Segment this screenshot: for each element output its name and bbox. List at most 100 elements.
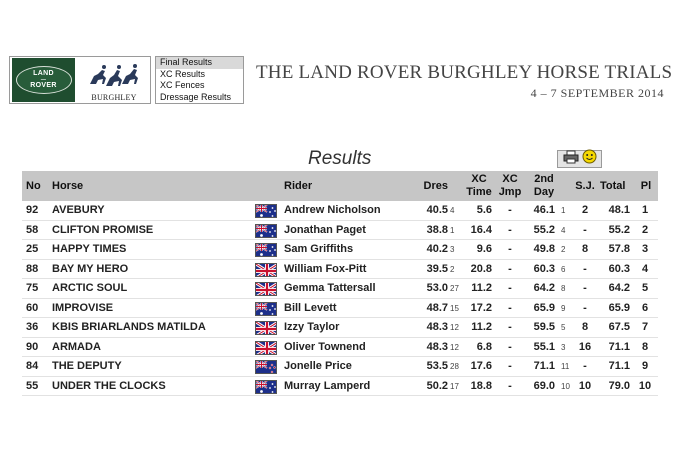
second-day-place: 10 xyxy=(561,381,570,391)
second-day-score: 65.9 xyxy=(533,301,555,314)
flag-aus-icon xyxy=(255,204,277,218)
results-table: No Horse Rider Dres XC Time XC Jmp 2nd Day … xyxy=(22,171,658,396)
final-place: 8 xyxy=(641,340,649,353)
second-day-place: 4 xyxy=(561,225,566,235)
header-pl: Pl xyxy=(640,180,652,192)
dressage-score: 39.5 xyxy=(426,262,448,275)
horse-name: HAPPY TIMES xyxy=(52,243,127,255)
event-title: THE LAND ROVER BURGHLEY HORSE TRIALS xyxy=(256,62,673,83)
show-jumping-penalties: - xyxy=(583,301,587,314)
burghley-logo: BURGHLEY xyxy=(81,58,147,102)
xc-time-penalties: 11.2 xyxy=(471,321,492,333)
xc-jump-penalties: - xyxy=(508,204,512,216)
second-day-score: 71.1 xyxy=(533,360,555,372)
land-rover-logo: LAND — ROVER xyxy=(12,58,75,102)
second-day-place: 5 xyxy=(561,323,566,332)
flag-nzl-icon xyxy=(255,360,277,374)
rider-name: Gemma Tattersall xyxy=(284,282,376,294)
table-row: 84 THE DEPUTY Jonelle Price 53.5 28 17.6 - 71.1… xyxy=(22,357,658,377)
final-place: 7 xyxy=(641,321,649,333)
second-day-place: 11 xyxy=(561,362,570,371)
header-total: Total xyxy=(600,180,626,192)
results-menu: Final Results XC Results XC Fences Dressage… xyxy=(155,56,244,104)
header-xc-jmp: XC Jmp xyxy=(498,173,522,198)
show-jumping-penalties: 10 xyxy=(578,379,592,392)
flag-gbr-icon xyxy=(255,262,277,277)
second-day-place: 2 xyxy=(561,245,566,254)
header-horse: Horse xyxy=(52,180,84,192)
horse-number: 92 xyxy=(26,204,39,216)
dressage-score: 48.3 xyxy=(426,340,448,353)
rider-name: Murray Lamperd xyxy=(284,379,371,392)
smiley-icon[interactable] xyxy=(582,149,597,169)
rider-name: William Fox-Pitt xyxy=(284,262,367,275)
horse-number: 88 xyxy=(26,262,39,275)
xc-jump-penalties: - xyxy=(508,301,512,314)
dressage-place: 27 xyxy=(450,284,459,293)
xc-jump-penalties: - xyxy=(508,223,512,236)
xc-jump-penalties: - xyxy=(508,360,512,372)
horse-name: ARCTIC SOUL xyxy=(52,282,128,294)
table-header: No Horse Rider Dres XC Time XC Jmp 2nd Day … xyxy=(22,171,658,201)
show-jumping-penalties: 8 xyxy=(581,321,589,333)
dressage-score: 40.2 xyxy=(426,243,448,255)
xc-time-penalties: 16.4 xyxy=(470,223,492,236)
xc-jump-penalties: - xyxy=(508,321,512,333)
menu-item-final-results[interactable]: Final Results xyxy=(156,57,243,69)
xc-jump-penalties: - xyxy=(508,282,512,294)
total-score: 60.3 xyxy=(608,262,630,275)
xc-time-penalties: 6.8 xyxy=(476,340,492,353)
total-score: 48.1 xyxy=(608,204,630,216)
final-place: 1 xyxy=(641,204,649,216)
total-score: 57.8 xyxy=(608,243,630,255)
header-no: No xyxy=(26,180,41,192)
dressage-place: 3 xyxy=(450,245,455,254)
dressage-score: 40.5 xyxy=(426,204,448,216)
menu-item-xc-fences[interactable]: XC Fences xyxy=(160,80,205,90)
horse-name: UNDER THE CLOCKS xyxy=(52,379,166,392)
second-day-score: 55.2 xyxy=(533,223,555,236)
horse-name: BAY MY HERO xyxy=(52,262,129,275)
menu-item-xc-results[interactable]: XC Results xyxy=(160,68,206,79)
xc-time-penalties: 20.8 xyxy=(470,262,492,275)
final-place: 9 xyxy=(641,360,649,372)
header-sj: S.J. xyxy=(575,180,595,192)
dressage-score: 48.7 xyxy=(426,301,448,314)
final-place: 6 xyxy=(641,301,649,314)
dressage-place: 12 xyxy=(450,323,459,332)
xc-jump-penalties: - xyxy=(508,379,512,392)
final-place: 10 xyxy=(638,379,652,392)
rider-name: Jonathan Paget xyxy=(284,223,366,236)
menu-item-dressage-results[interactable]: Dressage Results xyxy=(160,91,232,102)
final-place: 2 xyxy=(641,223,649,236)
rider-name: Sam Griffiths xyxy=(284,243,354,255)
total-score: 79.0 xyxy=(608,379,630,392)
total-score: 64.2 xyxy=(608,282,630,294)
horse-number: 90 xyxy=(26,340,39,353)
flag-aus-icon xyxy=(255,301,277,316)
dressage-place: 1 xyxy=(450,225,455,235)
rider-name: Izzy Taylor xyxy=(284,321,340,333)
horse-number: 25 xyxy=(26,243,39,255)
xc-time-penalties: 17.2 xyxy=(470,301,492,314)
rider-name: Jonelle Price xyxy=(284,360,352,372)
dressage-place: 17 xyxy=(450,381,459,391)
flag-aus-icon xyxy=(255,243,277,257)
table-row: 60 IMPROVISE Bill Levett 48.7 15 17.2 - 65.9 9 - 6… xyxy=(22,299,658,318)
xc-jump-penalties: - xyxy=(508,340,512,353)
second-day-place: 9 xyxy=(561,303,566,313)
header-xc-time: XC Time xyxy=(466,173,492,198)
horses-icon xyxy=(90,64,138,86)
total-score: 71.1 xyxy=(608,360,630,372)
rider-name: Andrew Nicholson xyxy=(284,204,381,216)
final-place: 3 xyxy=(641,243,649,255)
second-day-score: 64.2 xyxy=(533,282,555,294)
header-rider: Rider xyxy=(284,180,313,192)
printer-icon[interactable] xyxy=(563,150,579,169)
dressage-score: 48.3 xyxy=(426,321,448,333)
show-jumping-penalties: - xyxy=(583,282,587,294)
toolbar-icons xyxy=(557,149,602,169)
dressage-score: 53.0 xyxy=(426,282,448,294)
second-day-score: 60.3 xyxy=(533,262,555,275)
dressage-place: 28 xyxy=(450,362,459,371)
